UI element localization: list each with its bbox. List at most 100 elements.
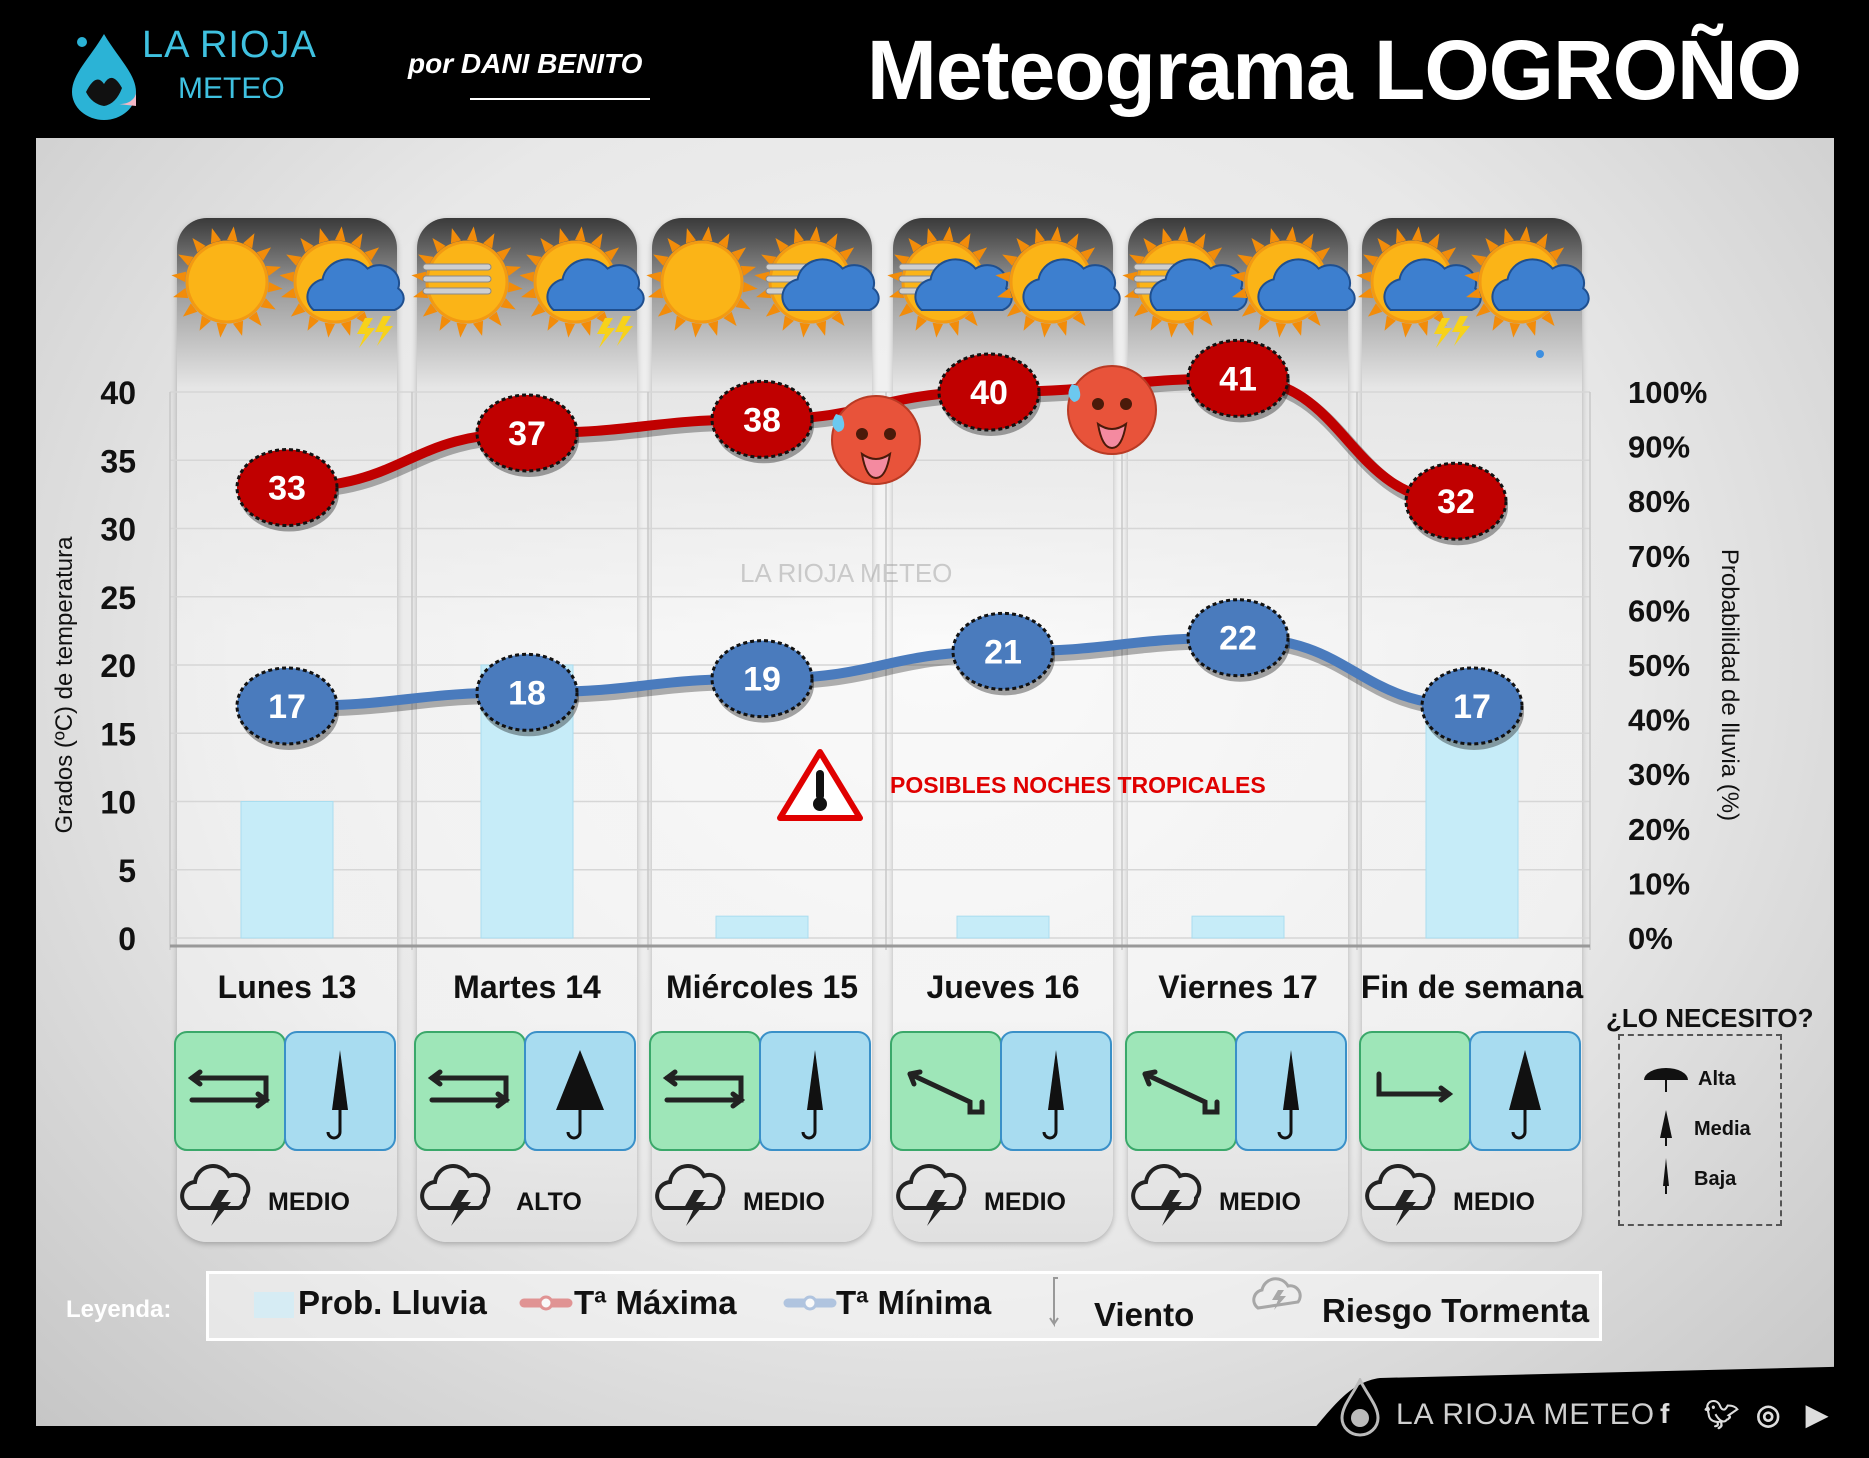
min-temp-point <box>235 666 339 746</box>
legend-max: Tª Máxima <box>574 1284 737 1321</box>
max-temp-point <box>475 393 579 473</box>
storm-risk-icon <box>896 1164 967 1226</box>
logo-subtext: METEO <box>178 72 285 105</box>
storm-risk-label: MEDIO <box>984 1188 1066 1216</box>
facebook-icon[interactable]: f <box>1660 1398 1670 1429</box>
min-temp-point <box>1186 598 1290 678</box>
warning-text: POSIBLES NOCHES TROPICALES <box>890 772 1266 798</box>
rain-bar <box>956 915 1050 939</box>
y2-tick-label: 60% <box>1628 593 1690 628</box>
day-label: Miércoles 15 <box>666 969 858 1005</box>
header: LA RIOJA METEO por DANI BENITO Meteogram… <box>0 0 1869 138</box>
min-temp-label: 18 <box>508 674 546 712</box>
youtube-icon[interactable]: ▶ <box>1806 1399 1828 1430</box>
series-line-shadow <box>282 634 1481 717</box>
y-tick-label: 5 <box>118 853 136 889</box>
watermark: LA RIOJA METEO <box>740 558 953 588</box>
necesito-title: ¿LO NECESITO? <box>1606 1003 1814 1033</box>
y2-tick-label: 70% <box>1628 539 1690 574</box>
y2-tick-label: 80% <box>1628 484 1690 519</box>
y2-tick-label: 20% <box>1628 812 1690 847</box>
y2-tick-label: 90% <box>1628 430 1690 465</box>
y2-tick-label: 10% <box>1628 866 1690 901</box>
y2-tick-label: 100% <box>1628 375 1707 410</box>
max-temp-label: 41 <box>1219 360 1257 398</box>
y2-tick-label: 0% <box>1628 921 1673 956</box>
umbrella-icon <box>1042 1050 1064 1140</box>
max-temp-label: 40 <box>970 374 1008 412</box>
min-temp-point <box>710 639 814 719</box>
storm-risk-icon <box>180 1164 251 1226</box>
storm-risk-label: MEDIO <box>268 1188 350 1216</box>
y-axis-label: Grados (ºC) de temperatura <box>51 536 78 834</box>
storm-risk-icon <box>655 1164 726 1226</box>
logo: LA RIOJA METEO <box>60 14 340 124</box>
y-tick-label: 20 <box>100 648 136 684</box>
y2-tick-label: 30% <box>1628 757 1690 792</box>
y-tick-label: 40 <box>100 375 136 411</box>
footer-logo-icon <box>1340 1378 1380 1437</box>
sky-icons <box>887 226 1121 338</box>
y2-tick-label: 50% <box>1628 648 1690 683</box>
legend-storm: Riesgo Tormenta <box>1322 1292 1590 1329</box>
sky-icons <box>171 226 405 348</box>
max-temp-label: 32 <box>1437 483 1475 521</box>
rain-bar <box>240 801 334 939</box>
max-temp-point <box>710 379 814 459</box>
byline-underline <box>470 98 650 100</box>
byline: por DANI BENITO <box>408 48 643 79</box>
sky-icons <box>646 226 880 338</box>
twitter-icon[interactable]: 🐦︎ <box>1704 1399 1740 1430</box>
storm-risk-icon <box>420 1164 491 1226</box>
thermometer-warning-icon <box>777 749 863 821</box>
wind-arrow-icon <box>1376 1071 1454 1103</box>
necesito-alta: Alta <box>1698 1068 1736 1090</box>
wind-arrow-icon <box>662 1069 746 1109</box>
min-temp-label: 21 <box>984 633 1022 671</box>
day-label: Lunes 13 <box>218 969 357 1005</box>
y-tick-label: 35 <box>100 443 136 479</box>
storm-risk-label: MEDIO <box>743 1188 825 1216</box>
wind-arrow-icon <box>907 1069 985 1115</box>
legend-min: Tª Mínima <box>836 1284 992 1321</box>
necesito-box <box>1618 1034 1782 1226</box>
max-temp-point <box>235 448 339 528</box>
min-temp-label: 17 <box>268 688 306 726</box>
max-temp-label: 33 <box>268 470 306 508</box>
umbrella-media-icon <box>1660 1110 1672 1146</box>
umbrella-alta-icon <box>1644 1068 1688 1092</box>
wind-arrow-icon <box>1142 1069 1220 1115</box>
umbrella-baja-icon <box>1663 1158 1669 1194</box>
day-label: Jueves 16 <box>926 969 1079 1005</box>
max-temp-point <box>937 352 1041 432</box>
day-label: Martes 14 <box>453 969 601 1005</box>
rain-bar <box>1191 915 1285 939</box>
water-drop-logo-icon <box>72 34 137 120</box>
y2-tick-label: 40% <box>1628 703 1690 738</box>
storm-risk-icon <box>1365 1164 1436 1226</box>
max-temp-point <box>1186 338 1290 418</box>
min-temp-label: 22 <box>1219 620 1257 658</box>
umbrella-icon <box>1509 1050 1541 1140</box>
umbrella-icon <box>556 1050 604 1140</box>
legend-title: Leyenda: <box>66 1296 172 1323</box>
page-title: Meteograma LOGROÑO <box>866 23 1802 117</box>
necesito-media: Media <box>1694 1118 1751 1140</box>
y2-axis-label: Probabilidad de lluvia (%) <box>1716 549 1743 821</box>
legend <box>206 1271 1602 1341</box>
legend-rain: Prob. Lluvia <box>298 1284 487 1321</box>
y-tick-label: 0 <box>118 921 136 957</box>
necesito-baja: Baja <box>1694 1168 1737 1190</box>
hot-face-icon <box>1067 365 1157 455</box>
logo-text: LA RIOJA <box>142 24 317 66</box>
min-temp-point <box>951 611 1055 691</box>
min-temp-label: 17 <box>1453 688 1491 726</box>
y-tick-label: 10 <box>100 785 136 821</box>
storm-risk-label: ALTO <box>516 1188 582 1216</box>
min-temp-point <box>475 652 579 732</box>
sky-icons <box>1122 226 1356 338</box>
footer-brand: LA RIOJA METEO <box>1396 1398 1656 1431</box>
instagram-icon[interactable]: ◎ <box>1756 1399 1781 1430</box>
max-temp-point <box>1404 461 1508 541</box>
